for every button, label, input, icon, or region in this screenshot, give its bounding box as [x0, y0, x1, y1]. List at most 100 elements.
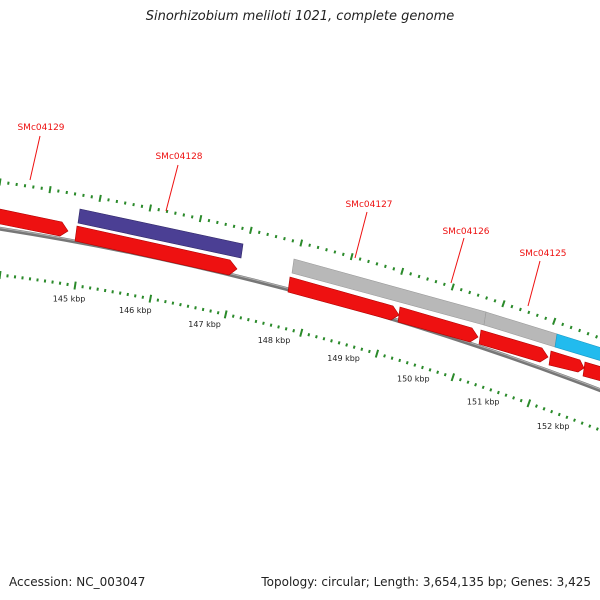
major-tick — [48, 186, 52, 194]
major-tick — [374, 349, 380, 358]
scale-label: 149 kbp — [327, 354, 360, 363]
gene-label-smc04126[interactable]: SMc04126 — [442, 227, 489, 237]
minor-tick — [88, 286, 92, 290]
cds-arrow[interactable] — [287, 276, 400, 321]
minor-tick — [512, 396, 516, 400]
major-tick — [552, 317, 557, 325]
scale-label: 150 kbp — [397, 375, 430, 384]
minor-tick — [269, 323, 273, 327]
gene-label-smc04127[interactable]: SMc04127 — [345, 200, 392, 210]
minor-tick — [595, 427, 599, 431]
cds-arrow[interactable] — [478, 329, 549, 363]
minor-tick — [341, 252, 345, 257]
gene-smc04128-bar[interactable] — [77, 208, 244, 259]
minor-tick — [190, 215, 194, 219]
major-tick — [198, 214, 203, 223]
minor-tick — [241, 226, 244, 231]
minor-tick — [262, 321, 265, 325]
cds-arrow[interactable] — [0, 208, 69, 237]
minor-tick — [421, 365, 424, 370]
minor-tick — [580, 421, 584, 425]
gene-label-smc04128[interactable]: SMc04128 — [155, 152, 202, 162]
minor-tick — [345, 343, 349, 347]
gene-smc04125-bar[interactable] — [554, 333, 600, 362]
minor-tick — [57, 189, 60, 193]
minor-tick — [493, 299, 497, 303]
cds-arrow[interactable] — [74, 225, 238, 276]
minor-tick — [32, 185, 35, 189]
minor-tick — [337, 341, 341, 345]
minor-tick — [15, 182, 18, 187]
minor-tick — [231, 314, 235, 318]
minor-tick — [284, 327, 288, 331]
accession-text: Accession: NC_003047 — [9, 575, 146, 589]
minor-tick — [390, 356, 394, 360]
minor-tick — [118, 291, 122, 295]
minor-tick — [65, 190, 68, 195]
minor-tick — [66, 282, 69, 287]
cds-arrow[interactable] — [582, 361, 600, 382]
leader-smc04127 — [354, 211, 368, 259]
cds-arrow[interactable] — [548, 350, 585, 373]
gene-labels: SMc04129 SMc04128 SMc04127 SMc04126 SMc0… — [17, 123, 566, 259]
minor-tick — [194, 306, 197, 310]
minor-tick — [277, 325, 280, 329]
major-tick — [299, 239, 304, 247]
gene-track-upper — [77, 208, 600, 362]
minor-tick — [156, 298, 160, 302]
minor-tick — [333, 250, 337, 254]
inner-scale-ring — [0, 270, 599, 431]
minor-tick — [476, 293, 480, 297]
minor-tick — [392, 267, 396, 271]
minor-tick — [266, 232, 269, 237]
minor-tick — [96, 287, 99, 291]
gene-label-smc04129[interactable]: SMc04129 — [17, 123, 64, 133]
minor-tick — [360, 347, 364, 351]
minor-tick — [126, 292, 129, 297]
minor-tick — [474, 382, 478, 387]
minor-tick — [224, 222, 227, 227]
major-tick — [526, 399, 532, 408]
minor-tick — [367, 259, 370, 264]
minor-tick — [257, 230, 261, 235]
major-tick — [501, 300, 506, 308]
minor-tick — [73, 192, 77, 196]
minor-tick — [586, 331, 590, 336]
minor-tick — [375, 262, 379, 266]
minor-tick — [459, 287, 463, 292]
minor-tick — [578, 328, 582, 333]
leader-smc04126 — [450, 237, 465, 284]
minor-tick — [383, 354, 386, 358]
minor-tick — [565, 415, 569, 420]
major-tick — [450, 373, 456, 382]
minor-tick — [308, 243, 311, 247]
minor-tick — [413, 363, 417, 367]
minor-tick — [325, 248, 328, 252]
minor-tick — [316, 245, 320, 250]
minor-tick — [107, 198, 110, 202]
minor-tick — [58, 281, 62, 285]
minor-tick — [489, 388, 493, 392]
minor-tick — [216, 220, 219, 225]
minor-tick — [247, 317, 250, 322]
major-tick — [349, 253, 354, 261]
minor-tick — [330, 339, 333, 343]
minor-tick — [352, 345, 356, 349]
minor-tick — [115, 199, 119, 204]
minor-tick — [468, 290, 472, 295]
cds-arrow[interactable] — [397, 306, 479, 343]
gene-label-smc04125[interactable]: SMc04125 — [519, 249, 566, 259]
minor-tick — [519, 398, 523, 403]
minor-tick — [398, 358, 402, 363]
major-tick — [223, 310, 228, 319]
major-tick — [148, 204, 152, 212]
minor-tick — [443, 372, 447, 377]
minor-tick — [134, 294, 137, 298]
minor-tick — [291, 239, 295, 243]
minor-tick — [51, 280, 54, 284]
minor-tick — [201, 307, 205, 312]
minor-tick — [209, 309, 212, 313]
minor-tick — [557, 412, 561, 417]
minor-tick — [216, 311, 220, 315]
